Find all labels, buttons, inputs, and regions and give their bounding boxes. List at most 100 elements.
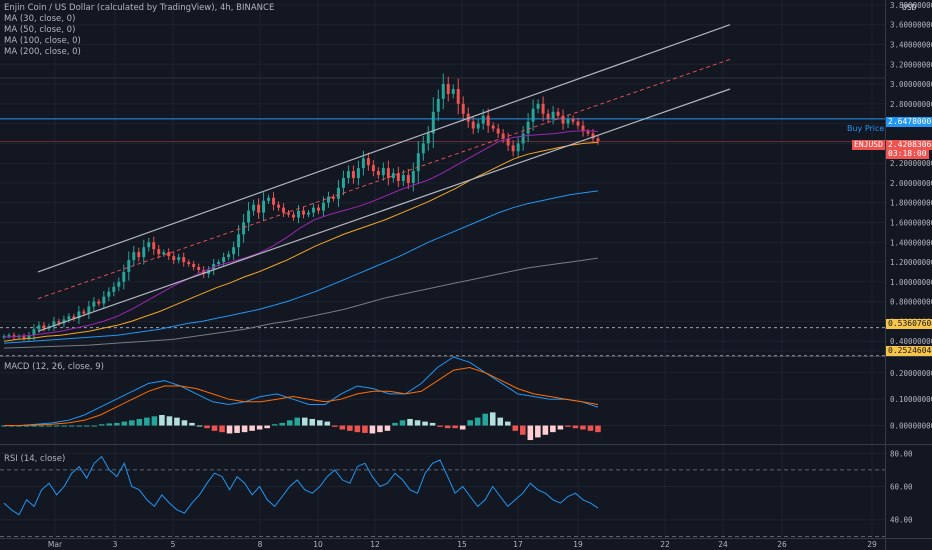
candle-body: [546, 113, 550, 119]
candle-body: [416, 153, 420, 172]
indicator-ma200[interactable]: MA (200, close, 0): [4, 47, 81, 57]
price-tick-label: 0.80000000: [890, 298, 932, 307]
candle-body: [62, 319, 66, 324]
candle-body: [122, 271, 126, 282]
price-tick-label: 1.40000000: [890, 238, 932, 247]
candle: [446, 76, 450, 102]
candle-body: [157, 249, 161, 255]
time-tick-label: 29: [867, 540, 877, 549]
candle-body: [316, 207, 320, 211]
candle-body: [541, 103, 545, 114]
candle-body: [386, 168, 390, 178]
time-tick-label: 17: [513, 540, 523, 549]
rsi-legend[interactable]: RSI (14, close): [4, 454, 66, 464]
macd-histogram-bar: [444, 425, 451, 429]
macd-histogram-bar: [8, 425, 15, 427]
candle-body: [596, 138, 600, 142]
rsi-line: [3, 455, 599, 516]
price-tick-label: 1.80000000: [890, 199, 932, 208]
rsi-tick-label: 60.00: [890, 483, 913, 492]
price-tick-label: 3.00000000: [890, 80, 932, 89]
countdown-tag: 03:18:00: [886, 149, 929, 159]
macd-histogram-bar: [407, 418, 413, 426]
candle: [187, 259, 191, 267]
signal-line: [4, 366, 599, 426]
candle: [287, 209, 291, 218]
indicator-ma50[interactable]: MA (50, close, 0): [4, 25, 76, 35]
candle: [536, 99, 540, 114]
candle: [486, 108, 490, 134]
candle-body: [172, 256, 176, 261]
macd-histogram-bar: [527, 425, 534, 441]
macd-histogram-bar: [482, 413, 488, 426]
macd-histogram-bar: [174, 417, 180, 426]
candle-body: [292, 214, 295, 218]
candle-body: [182, 257, 186, 263]
macd-histogram-bar: [429, 422, 436, 426]
candle-body: [272, 197, 276, 205]
macd-histogram-bar: [392, 422, 398, 426]
candle: [237, 225, 241, 257]
candle: [147, 237, 151, 252]
candle: [406, 168, 410, 190]
candle: [491, 122, 495, 132]
buy-price-tag: 2.64780000: [886, 117, 932, 127]
macd-histogram-bar: [377, 425, 383, 433]
candle-body: [526, 121, 530, 134]
candle: [326, 191, 330, 208]
candle: [551, 106, 555, 125]
indicator-ma30[interactable]: MA (30, close, 0): [4, 14, 76, 24]
candle-body: [331, 196, 335, 199]
time-tick-label: 15: [457, 540, 467, 549]
candle: [516, 137, 520, 158]
candle-body: [586, 131, 590, 134]
candle-body: [242, 222, 246, 235]
candle: [92, 297, 96, 312]
macd-histogram-bar: [422, 421, 428, 426]
candle: [292, 211, 295, 221]
macd-histogram-bar: [399, 420, 406, 426]
candle-body: [197, 267, 201, 270]
macd-histogram-bar: [98, 424, 105, 426]
candle: [431, 97, 435, 149]
macd-histogram-bar: [76, 425, 82, 427]
candle-body: [7, 335, 11, 337]
candle: [311, 203, 315, 218]
candle-body: [381, 168, 385, 176]
macd-histogram-bar: [497, 417, 504, 426]
candle: [541, 96, 545, 122]
support-2-tag: 0.25246048: [886, 346, 932, 356]
candle-body: [202, 269, 206, 274]
macd-histogram-bar: [114, 422, 120, 426]
candle: [77, 305, 81, 325]
macd-histogram-bar: [309, 418, 316, 426]
indicator-ma100[interactable]: MA (100, close, 0): [4, 36, 81, 46]
candle: [42, 322, 46, 332]
candle: [52, 316, 56, 331]
candle: [137, 247, 141, 262]
price-tick-label: 3.80000000: [890, 1, 932, 10]
candle-body: [446, 84, 450, 94]
macd-legend[interactable]: MACD (12, 26, close, 9): [4, 362, 104, 372]
candle: [272, 192, 276, 211]
candle: [157, 244, 161, 259]
candle-body: [371, 165, 375, 172]
candle-body: [137, 252, 141, 258]
candle: [521, 126, 525, 151]
candle-body: [217, 262, 221, 265]
candle: [531, 99, 535, 131]
time-tick-label: 22: [660, 540, 670, 549]
macd-histogram-bar: [459, 425, 466, 430]
macd-histogram-bar: [256, 425, 263, 430]
candle-body: [591, 133, 595, 139]
chart-title: Enjin Coin / US Dollar (calculated by Tr…: [4, 3, 275, 13]
candle: [307, 209, 310, 218]
candle: [576, 117, 580, 130]
candle-body: [57, 321, 61, 324]
macd-histogram-bar: [452, 425, 458, 429]
candle-body: [147, 242, 151, 248]
macd-histogram-bar: [106, 423, 113, 426]
candle: [471, 115, 475, 135]
macd-histogram-bar: [317, 420, 323, 426]
candle: [122, 264, 126, 290]
